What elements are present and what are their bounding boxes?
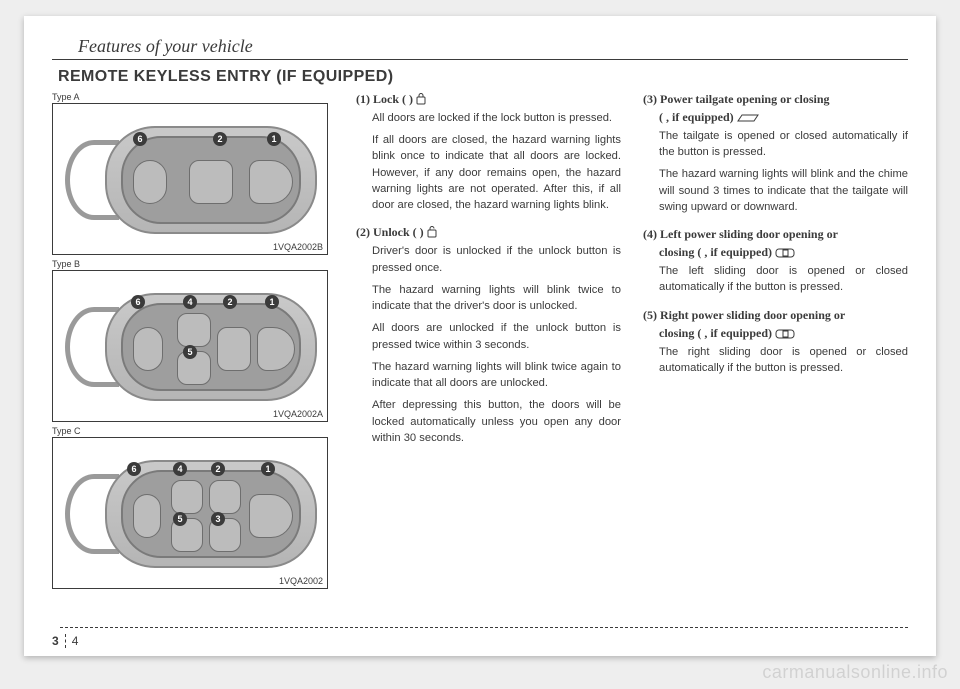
right-door-icon — [775, 329, 797, 339]
para: If all doors are closed, the hazard warn… — [372, 132, 621, 213]
entry-head: (5) Right power sliding door opening or — [643, 308, 908, 323]
callout-3: 3 — [211, 512, 225, 526]
key-fob-c: 6 4 2 1 5 3 — [65, 460, 317, 568]
figure-type-b: Type B 6 4 2 — [52, 259, 328, 422]
entry-sub: closing ( , if equipped) — [659, 326, 908, 341]
callout-1: 1 — [261, 462, 275, 476]
figure-code: 1VQA2002B — [273, 242, 323, 252]
fob-btn-tailgate — [133, 327, 163, 371]
lock-icon — [416, 93, 426, 105]
para: The right sliding door is opened or clos… — [659, 344, 908, 376]
fob-btn-unlock — [189, 160, 233, 204]
figure-label: Type B — [52, 259, 328, 269]
manual-page: Features of your vehicle REMOTE KEYLESS … — [24, 16, 936, 656]
callout-6: 6 — [127, 462, 141, 476]
fob-btn-lock — [249, 160, 293, 204]
para: The tailgate is opened or closed automat… — [659, 128, 908, 160]
para: The hazard warning lights will blink twi… — [372, 282, 621, 314]
head-text: (2) Unlock ( ) — [356, 225, 424, 239]
entry-sub: ( , if equipped) — [659, 110, 908, 125]
unlock-icon — [427, 226, 437, 238]
chapter-title: Features of your vehicle — [78, 36, 908, 57]
entry-head: (3) Power tailgate opening or closing — [643, 92, 908, 107]
entry-left-door: (4) Left power sliding door opening or c… — [643, 227, 908, 295]
callout-6: 6 — [131, 295, 145, 309]
callout-1: 1 — [265, 295, 279, 309]
entry-right-door: (5) Right power sliding door opening or … — [643, 308, 908, 376]
para: The hazard warning lights will blink twi… — [372, 359, 621, 391]
fob-btn-unlock — [209, 480, 241, 514]
callout-2: 2 — [211, 462, 225, 476]
text-col-right: (3) Power tailgate opening or closing ( … — [643, 92, 908, 593]
para: All doors are unlocked if the unlock but… — [372, 320, 621, 352]
callout-2: 2 — [223, 295, 237, 309]
tailgate-icon — [737, 113, 759, 123]
fob-btn-unlock — [217, 327, 251, 371]
callout-2: 2 — [213, 132, 227, 146]
key-fob-a: 6 2 1 — [65, 126, 317, 234]
entry-head: (4) Left power sliding door opening or — [643, 227, 908, 242]
sub-text: closing ( , if equipped) — [659, 326, 772, 340]
figure-box: 6 4 2 1 5 1VQA2002A — [52, 270, 328, 422]
entry-head: (2) Unlock ( ) — [356, 225, 621, 240]
callout-4: 4 — [183, 295, 197, 309]
key-fob-b: 6 4 2 1 5 — [65, 293, 317, 401]
figure-column: Type A 6 2 1 1VQA2002B — [52, 92, 334, 593]
fob-pad — [121, 303, 301, 391]
callout-6: 6 — [133, 132, 147, 146]
left-door-icon — [775, 248, 797, 258]
entry-lock: (1) Lock ( ) All doors are locked if the… — [356, 92, 621, 213]
para: The hazard warning lights will blink and… — [659, 166, 908, 215]
figure-box: 6 2 1 1VQA2002B — [52, 103, 328, 255]
page-number: 3 4 — [52, 634, 78, 648]
figure-type-c: Type C 6 4 — [52, 426, 328, 589]
head-text: (1) Lock ( ) — [356, 92, 413, 106]
callout-5: 5 — [183, 345, 197, 359]
columns: Type A 6 2 1 1VQA2002B — [52, 92, 908, 593]
page-num: 4 — [72, 634, 79, 648]
para: The left sliding door is opened or close… — [659, 263, 908, 295]
fob-pad — [121, 470, 301, 558]
text-col-middle: (1) Lock ( ) All doors are locked if the… — [356, 92, 621, 593]
rule — [52, 59, 908, 60]
para: After depressing this button, the doors … — [372, 397, 621, 446]
section-title: REMOTE KEYLESS ENTRY (IF EQUIPPED) — [58, 68, 908, 86]
figure-type-a: Type A 6 2 1 1VQA2002B — [52, 92, 328, 255]
entry-unlock: (2) Unlock ( ) Driver's door is unlocked… — [356, 225, 621, 446]
callout-5: 5 — [173, 512, 187, 526]
fob-btn-lock — [257, 327, 295, 371]
callout-4: 4 — [173, 462, 187, 476]
figure-code: 1VQA2002 — [279, 576, 323, 586]
entry-head: (1) Lock ( ) — [356, 92, 621, 107]
fob-btn-left-door — [171, 480, 203, 514]
fob-btn-tailgate — [133, 494, 161, 538]
entry-sub: closing ( , if equipped) — [659, 245, 908, 260]
figure-box: 6 4 2 1 5 3 1VQA2002 — [52, 437, 328, 589]
figure-label: Type C — [52, 426, 328, 436]
watermark: carmanualsonline.info — [762, 662, 948, 683]
entry-tailgate: (3) Power tailgate opening or closing ( … — [643, 92, 908, 215]
para: Driver's door is unlocked if the unlock … — [372, 243, 621, 275]
fob-pad — [121, 136, 301, 224]
figure-code: 1VQA2002A — [273, 409, 323, 419]
para: All doors are locked if the lock button … — [372, 110, 621, 126]
fob-btn-left-door — [177, 313, 211, 347]
footer-dashed-line — [60, 627, 908, 628]
sub-text: closing ( , if equipped) — [659, 245, 772, 259]
page-section: 3 — [52, 634, 66, 648]
callout-1: 1 — [267, 132, 281, 146]
fob-btn-tailgate — [133, 160, 167, 204]
sub-text: ( , if equipped) — [659, 110, 734, 124]
figure-label: Type A — [52, 92, 328, 102]
fob-btn-lock — [249, 494, 293, 538]
